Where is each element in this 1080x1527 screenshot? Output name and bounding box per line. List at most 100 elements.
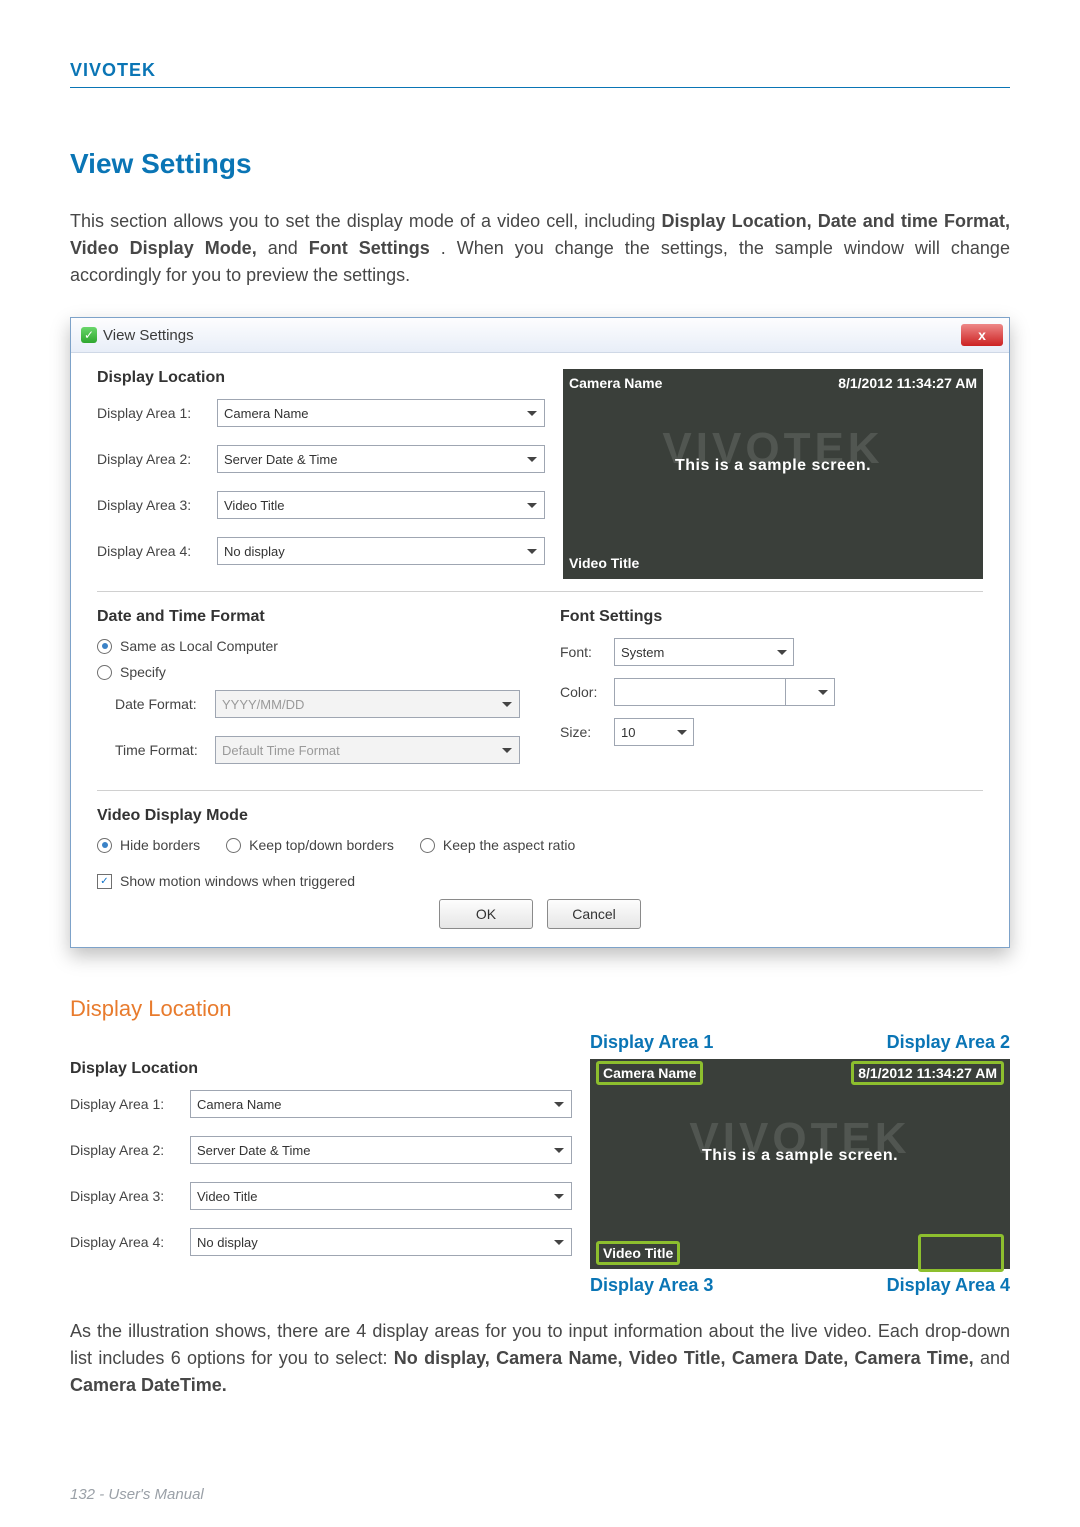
vm-check-row[interactable]: Show motion windows when triggered <box>97 873 983 889</box>
dt-opt2-label: Specify <box>120 664 166 680</box>
label-area1: Display Area 1 <box>590 1032 713 1053</box>
intro-paragraph: This section allows you to set the displ… <box>70 208 1010 289</box>
p2-bold-1: No display, Camera Name, Video Title, Ca… <box>394 1348 974 1368</box>
dialog-title: View Settings <box>103 327 194 344</box>
label-area3: Display Area 3 <box>590 1275 713 1296</box>
area4-combo[interactable]: No display <box>217 537 545 565</box>
label-area4: Display Area 4 <box>887 1275 1010 1296</box>
font-value: System <box>621 645 664 660</box>
datetime-title: Date and Time Format <box>97 608 520 626</box>
radio-icon <box>420 838 435 853</box>
vm-opt1[interactable]: Hide borders <box>97 837 200 853</box>
date-format-label: Date Format: <box>115 696 215 712</box>
area4-value: No display <box>224 544 285 559</box>
view-settings-dialog: ✓ View Settings x Display Location Displ… <box>70 317 1010 948</box>
font-title: Font Settings <box>560 608 983 626</box>
vm-opt3[interactable]: Keep the aspect ratio <box>420 837 575 853</box>
time-format-combo: Default Time Format <box>215 736 520 764</box>
illu-center: This is a sample screen. <box>702 1147 898 1165</box>
illu-a2-value: Server Date & Time <box>197 1143 310 1158</box>
illu-dl-title: Display Location <box>70 1060 572 1078</box>
vm-opt2[interactable]: Keep top/down borders <box>226 837 394 853</box>
area2-combo[interactable]: Server Date & Time <box>217 445 545 473</box>
preview-tr: 8/1/2012 11:34:27 AM <box>838 375 977 391</box>
illu-a3-combo[interactable]: Video Title <box>190 1182 572 1210</box>
date-format-value: YYYY/MM/DD <box>222 697 304 712</box>
checkbox-icon <box>97 874 112 889</box>
display-location-title: Display Location <box>97 369 545 387</box>
area3-combo[interactable]: Video Title <box>217 491 545 519</box>
cancel-button[interactable]: Cancel <box>547 899 641 929</box>
brand-rule <box>70 87 1010 88</box>
color-box[interactable] <box>614 678 786 706</box>
size-combo[interactable]: 10 <box>614 718 694 746</box>
time-format-label: Time Format: <box>115 742 215 758</box>
area1-value: Camera Name <box>224 406 309 421</box>
area2-label: Display Area 2: <box>97 451 217 467</box>
illu-a1-value: Camera Name <box>197 1097 282 1112</box>
video-mode-title: Video Display Mode <box>97 807 983 825</box>
radio-icon <box>97 838 112 853</box>
preview-center: This is a sample screen. <box>675 457 871 475</box>
brand: VIVOTEK <box>70 60 1010 81</box>
illu-br-box <box>918 1234 1004 1272</box>
illu-a4-combo[interactable]: No display <box>190 1228 572 1256</box>
illu-a1-combo[interactable]: Camera Name <box>190 1090 572 1118</box>
illu-a1-label: Display Area 1: <box>70 1096 190 1112</box>
color-dropdown[interactable] <box>785 678 835 706</box>
vm-opt1-label: Hide borders <box>120 837 200 853</box>
illu-tl: Camera Name <box>596 1065 703 1081</box>
illu-bl: Video Title <box>596 1245 680 1261</box>
date-format-combo: YYYY/MM/DD <box>215 690 520 718</box>
preview-bl: Video Title <box>569 555 639 571</box>
illu-preview: VIVOTEK Camera Name 8/1/2012 11:34:27 AM… <box>590 1059 1010 1269</box>
dialog-app-icon: ✓ <box>81 327 97 343</box>
display-location-heading: Display Location <box>70 996 1010 1022</box>
ok-button[interactable]: OK <box>439 899 533 929</box>
radio-icon <box>226 838 241 853</box>
illu-bl-text: Video Title <box>596 1241 680 1265</box>
intro-bold-2: Font Settings <box>309 238 430 258</box>
color-label: Color: <box>560 684 614 700</box>
area3-label: Display Area 3: <box>97 497 217 513</box>
area2-value: Server Date & Time <box>224 452 337 467</box>
label-area2: Display Area 2 <box>887 1032 1010 1053</box>
time-format-value: Default Time Format <box>222 743 340 758</box>
p2-bold-2: Camera DateTime. <box>70 1375 227 1395</box>
paragraph-2: As the illustration shows, there are 4 d… <box>70 1318 1010 1399</box>
illu-a3-value: Video Title <box>197 1189 257 1204</box>
font-label: Font: <box>560 644 614 660</box>
vm-opt3-label: Keep the aspect ratio <box>443 837 575 853</box>
area4-label: Display Area 4: <box>97 543 217 559</box>
area3-value: Video Title <box>224 498 284 513</box>
preview-panel: VIVOTEK Camera Name 8/1/2012 11:34:27 AM… <box>563 369 983 579</box>
dt-opt1-row[interactable]: Same as Local Computer <box>97 638 520 654</box>
preview-tl: Camera Name <box>569 375 662 391</box>
illu-tr-text: 8/1/2012 11:34:27 AM <box>851 1061 1004 1085</box>
vm-opt2-label: Keep top/down borders <box>249 837 394 853</box>
font-combo[interactable]: System <box>614 638 794 666</box>
dt-opt1-label: Same as Local Computer <box>120 638 278 654</box>
p2-text-2: and <box>980 1348 1010 1368</box>
size-value: 10 <box>621 725 635 740</box>
size-label: Size: <box>560 724 614 740</box>
dialog-titlebar: ✓ View Settings x <box>71 318 1009 353</box>
illu-a3-label: Display Area 3: <box>70 1188 190 1204</box>
illu-tl-text: Camera Name <box>596 1061 703 1085</box>
page-title: View Settings <box>70 148 1010 180</box>
area1-label: Display Area 1: <box>97 405 217 421</box>
illu-a2-combo[interactable]: Server Date & Time <box>190 1136 572 1164</box>
illu-br <box>918 1245 1004 1261</box>
intro-text-1: This section allows you to set the displ… <box>70 211 662 231</box>
illu-a2-label: Display Area 2: <box>70 1142 190 1158</box>
area1-combo[interactable]: Camera Name <box>217 399 545 427</box>
close-icon[interactable]: x <box>961 324 1003 346</box>
dt-opt2-row[interactable]: Specify <box>97 664 520 680</box>
vm-check-label: Show motion windows when triggered <box>120 873 355 889</box>
radio-icon <box>97 639 112 654</box>
illu-a4-value: No display <box>197 1235 258 1250</box>
intro-text-mid: and <box>268 238 309 258</box>
illu-tr: 8/1/2012 11:34:27 AM <box>851 1065 1004 1081</box>
radio-icon <box>97 665 112 680</box>
illu-a4-label: Display Area 4: <box>70 1234 190 1250</box>
